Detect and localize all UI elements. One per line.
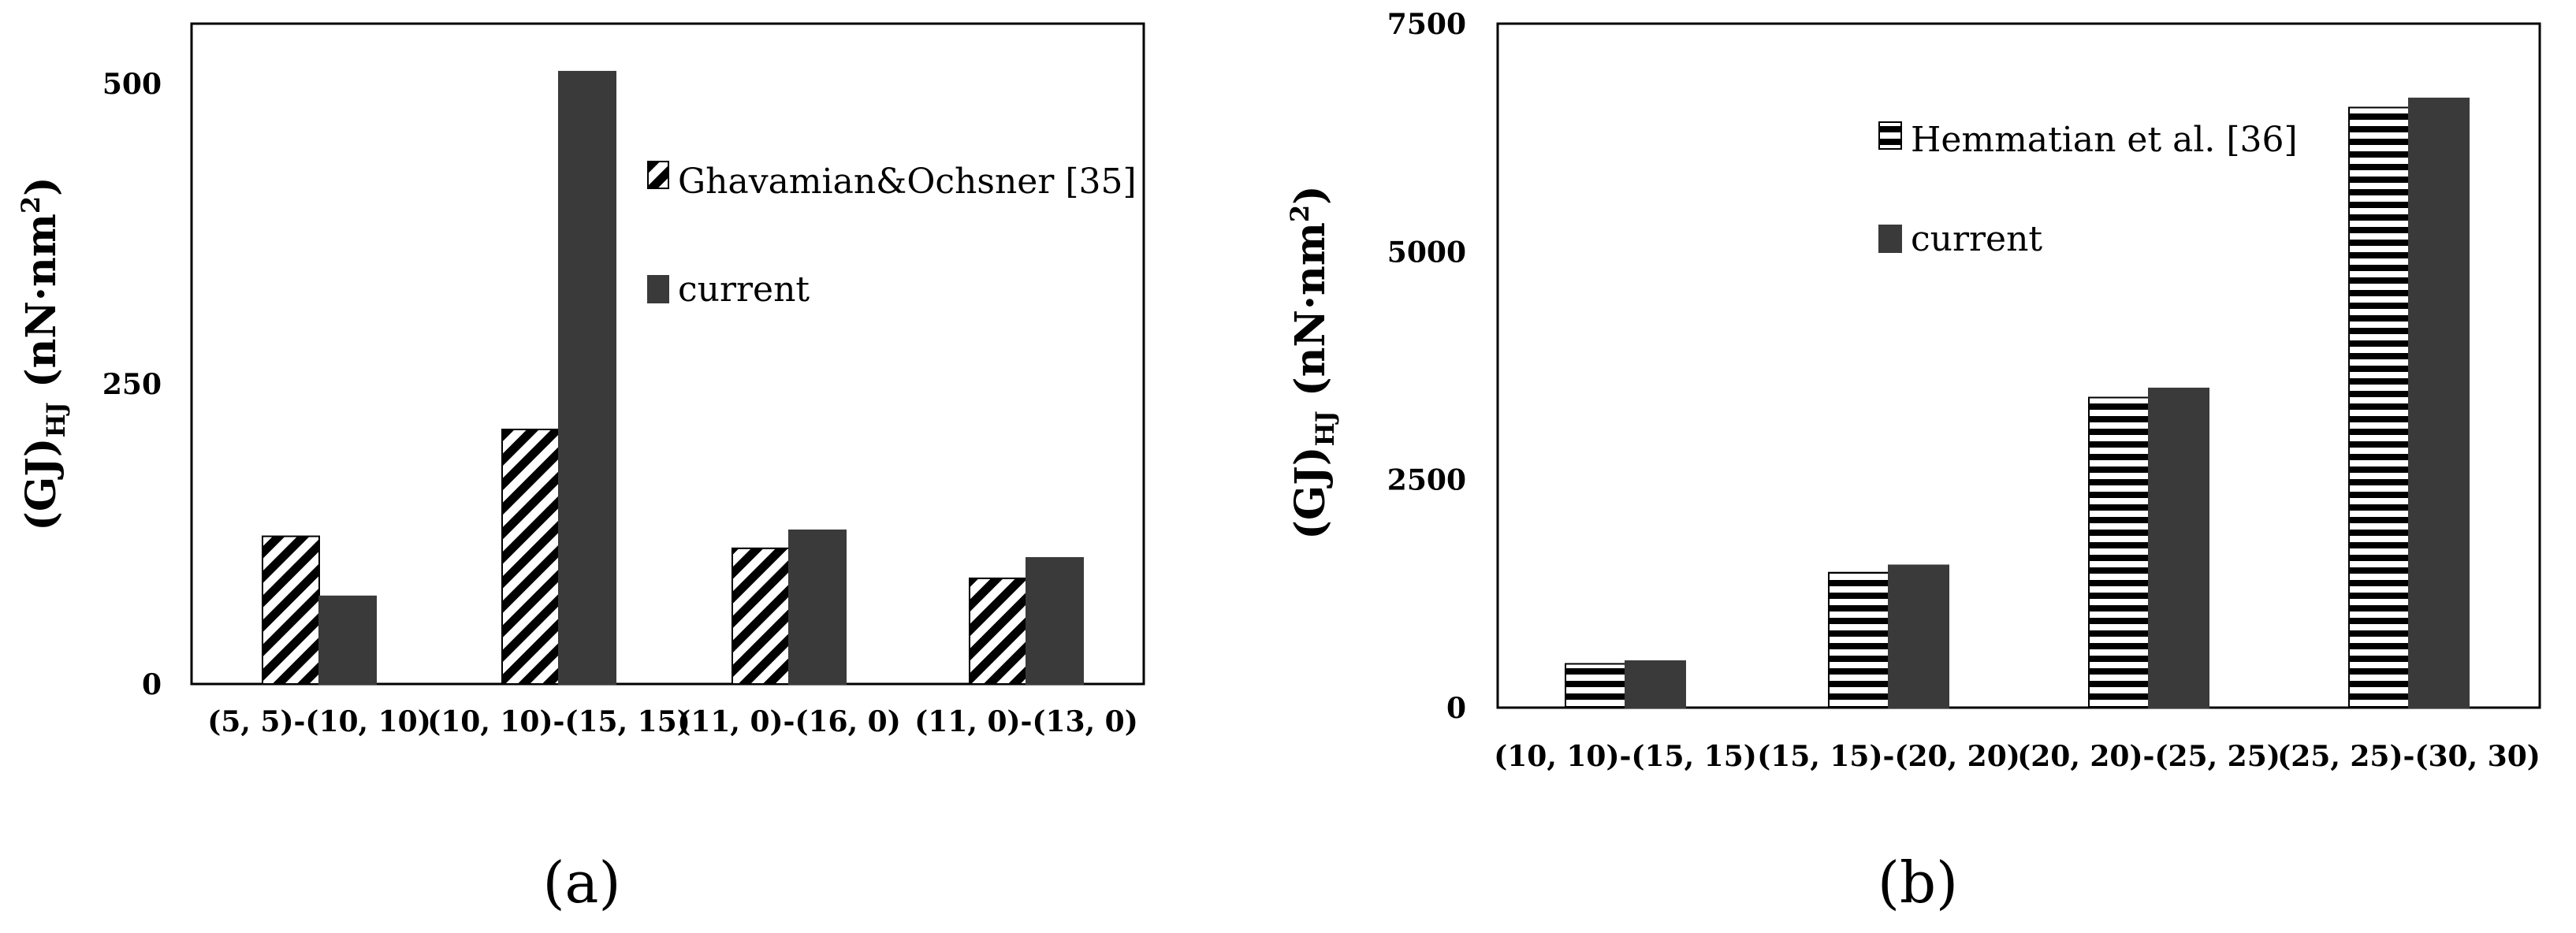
bar-current-2 — [2148, 387, 2209, 708]
legend-swatch — [1878, 121, 1902, 150]
legend-swatch — [647, 161, 669, 189]
legend-label: current — [1911, 219, 2042, 259]
y-tick-labels: 0 250 500 — [102, 68, 162, 701]
x-tick-label: (11, 0)-(16, 0) — [677, 705, 901, 738]
bar-current-3 — [2408, 97, 2470, 709]
y-tick-labels: 0 2500 5000 7500 — [1387, 8, 1466, 725]
plot-frame — [1496, 22, 2541, 709]
y-tick-label: 5000 — [1387, 236, 1466, 269]
bar-reference-1 — [501, 428, 560, 685]
bar-reference-1 — [1828, 571, 1889, 708]
x-tick-label: (11, 0)-(13, 0) — [914, 705, 1138, 738]
bar-reference-3 — [969, 577, 1027, 685]
x-tick-label: (10, 10)-(15, 15) — [1494, 740, 1757, 773]
bar-reference-3 — [2348, 106, 2410, 708]
y-tick-label: 2500 — [1387, 464, 1466, 497]
plot-frame — [190, 22, 1145, 686]
legend-swatch — [1878, 225, 1902, 253]
y-tick-label: 0 — [1446, 692, 1466, 725]
bar-current-3 — [1026, 557, 1084, 685]
bars-layer — [1565, 97, 2470, 709]
bars-layer — [262, 70, 1084, 686]
y-tick-label: 0 — [142, 668, 162, 701]
legend: Ghavamian&Ochsner [35] current — [647, 161, 1137, 310]
x-tick-labels: (5, 5)-(10, 10)(10, 10)-(15, 15)(11, 0)-… — [207, 705, 1138, 738]
x-tick-label: (5, 5)-(10, 10) — [207, 705, 431, 738]
bar-current-0 — [318, 595, 377, 685]
y-tick-label: 7500 — [1387, 8, 1466, 41]
x-tick-label: (10, 10)-(15, 15) — [427, 705, 691, 738]
x-tick-labels: (10, 10)-(15, 15) (15, 15)-(20, 20)(20, 2… — [1494, 740, 2541, 773]
bar-current-0 — [1625, 660, 1686, 709]
y-axis-label: (GJ)HJ (nN·nm2) — [16, 177, 71, 530]
panel-label: (b) — [1878, 849, 1958, 916]
bar-reference-2 — [2088, 396, 2150, 708]
legend: Hemmatian et al. [36] current — [1878, 120, 2298, 259]
y-axis-label: (GJ)HJ (nN·nm2) — [1285, 185, 1340, 539]
bar-reference-0 — [1565, 663, 1626, 708]
legend-label: Hemmatian et al. [36] — [1911, 120, 2298, 160]
bar-current-1 — [1888, 564, 1949, 708]
y-tick-label: 250 — [102, 368, 162, 401]
chart-panel-b: 0 2500 5000 7500 (10, 10)-(15, 15) (15, 15)-… — [1285, 8, 2541, 916]
legend-label: Ghavamian&Ochsner [35] — [678, 162, 1137, 202]
bar-current-1 — [558, 70, 616, 686]
bar-reference-0 — [262, 535, 320, 685]
x-tick-label: (25, 25)-(30, 30) — [2277, 740, 2541, 773]
legend-label: current — [678, 269, 810, 310]
bar-reference-2 — [731, 547, 790, 686]
legend-swatch — [647, 275, 669, 303]
chart-panel-a: 0 250 500 (5, 5)-(10, 10)(10, 10)-(15, 15)… — [16, 22, 1145, 916]
x-tick-label: (20, 20)-(25, 25) — [2017, 740, 2280, 773]
panel-label: (a) — [542, 849, 620, 916]
x-tick-label: (15, 15)-(20, 20) — [1757, 740, 2020, 773]
y-tick-label: 500 — [102, 68, 162, 101]
bar-current-2 — [788, 529, 847, 685]
